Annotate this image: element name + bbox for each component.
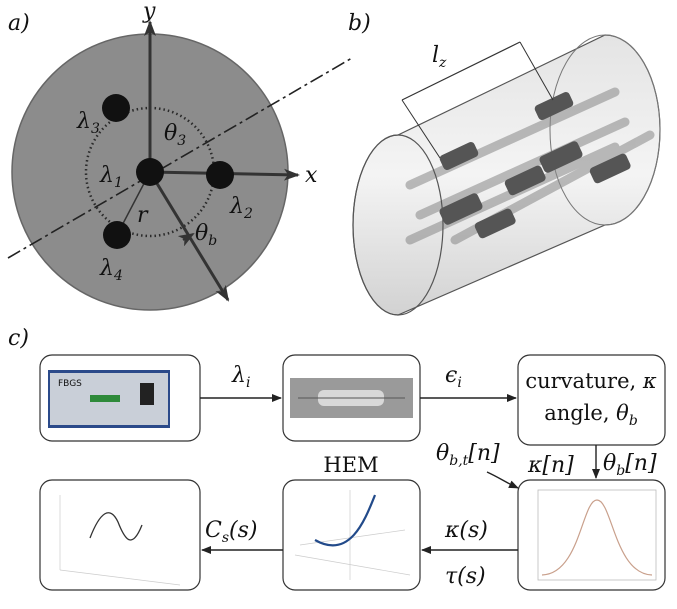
page: FBG shape sensing figure html, body { ma… xyxy=(0,0,677,609)
panel-c-text-label: (s) xyxy=(229,518,257,543)
panel-c-text: λi xyxy=(231,363,250,391)
panel-a-circle xyxy=(206,161,234,189)
panel-c-text: θb,t[n] xyxy=(436,441,500,469)
panel-c-text-label: angle, xyxy=(544,401,616,425)
panel-a-text-label: λ xyxy=(229,194,244,219)
panel-a-text-label: λ xyxy=(76,109,91,134)
panel-c-text-label: C xyxy=(205,518,222,543)
panel-b-text: lz xyxy=(432,43,447,71)
panel-c-label: HEM xyxy=(323,453,378,477)
panel-c-label: κ[n] xyxy=(527,453,574,478)
panel-c-text-label: b xyxy=(616,463,625,479)
panel-c-text-label: [n] xyxy=(468,441,500,466)
panel-a-label: r xyxy=(137,203,149,228)
panel-c-text-label: curvature, xyxy=(525,369,643,393)
panel-c-label: c) xyxy=(8,326,29,351)
panel-c-text-label: θ xyxy=(603,451,616,476)
panel-c-rect xyxy=(90,395,120,402)
panel-c-path xyxy=(487,472,518,488)
panel-a-circle xyxy=(136,158,164,186)
page-body: { "panel_a": { "label": "a)", "axis_x": … xyxy=(0,0,677,609)
panel-a-label: x xyxy=(305,163,318,188)
panel-c-text-label: λ xyxy=(231,363,246,388)
panel-c-text-label: ϵ xyxy=(445,363,457,388)
panel-c-text-label: i xyxy=(246,375,250,391)
panel-c: c) FBGS curvature, κ angle, θb λi ϵi θb,… xyxy=(8,326,665,590)
panel-c-text-label: b,t xyxy=(449,453,468,469)
panel-a-text-label: 1 xyxy=(114,175,123,191)
panel-c-rect xyxy=(40,480,200,590)
panel-c-text: Cs(s) xyxy=(205,518,258,546)
panel-c-text-label: [n] xyxy=(625,451,657,476)
panel-c-text: θb[n] xyxy=(603,451,657,479)
panel-a-label: y xyxy=(142,0,156,24)
panel-c-text-label: κ xyxy=(642,369,657,393)
panel-a-text-label: 3 xyxy=(91,121,100,137)
panel-c-text-label: θ xyxy=(436,441,449,466)
panel-c-text-label: s xyxy=(222,530,229,546)
panel-a-text-label: θ xyxy=(195,221,208,246)
panel-c-text-label: i xyxy=(457,375,461,391)
panel-c-label: τ(s) xyxy=(445,564,486,589)
panel-a-circle xyxy=(103,221,131,249)
panel-c-text: curvature, κ xyxy=(525,369,657,393)
panel-c-rect xyxy=(538,490,656,580)
panel-a-label: a) xyxy=(8,11,30,36)
panel-c-text-label: θ xyxy=(616,401,629,425)
panel-c-text: angle, θb xyxy=(544,401,638,429)
panel-c-text-label: b xyxy=(629,413,638,429)
panel-b-text-label: l xyxy=(432,43,439,68)
panel-c-rect xyxy=(140,383,154,405)
panel-b: b) lz xyxy=(348,11,660,315)
panel-c-label: κ(s) xyxy=(444,518,488,543)
panel-a-text-label: θ xyxy=(164,121,177,146)
panel-b-label: b) xyxy=(348,11,371,36)
panel-a-text-label: 3 xyxy=(177,133,186,149)
panel-b-text-label: z xyxy=(438,55,447,71)
panel-a-text-label: b xyxy=(208,233,217,249)
panel-c-label: FBGS xyxy=(58,379,82,389)
panel-a: a) y x λ3 θ3 λ1 λ2 r θb λ4 xyxy=(8,0,352,310)
panel-a-circle xyxy=(102,94,130,122)
panel-a-text-label: λ xyxy=(99,256,114,281)
panel-a-text-label: 4 xyxy=(113,268,123,284)
panel-a-text-label: 2 xyxy=(243,206,253,222)
figure: a) y x λ3 θ3 λ1 λ2 r θb λ4 xyxy=(0,0,677,609)
panel-c-text: ϵi xyxy=(445,363,462,391)
panel-a-text-label: λ xyxy=(99,163,114,188)
